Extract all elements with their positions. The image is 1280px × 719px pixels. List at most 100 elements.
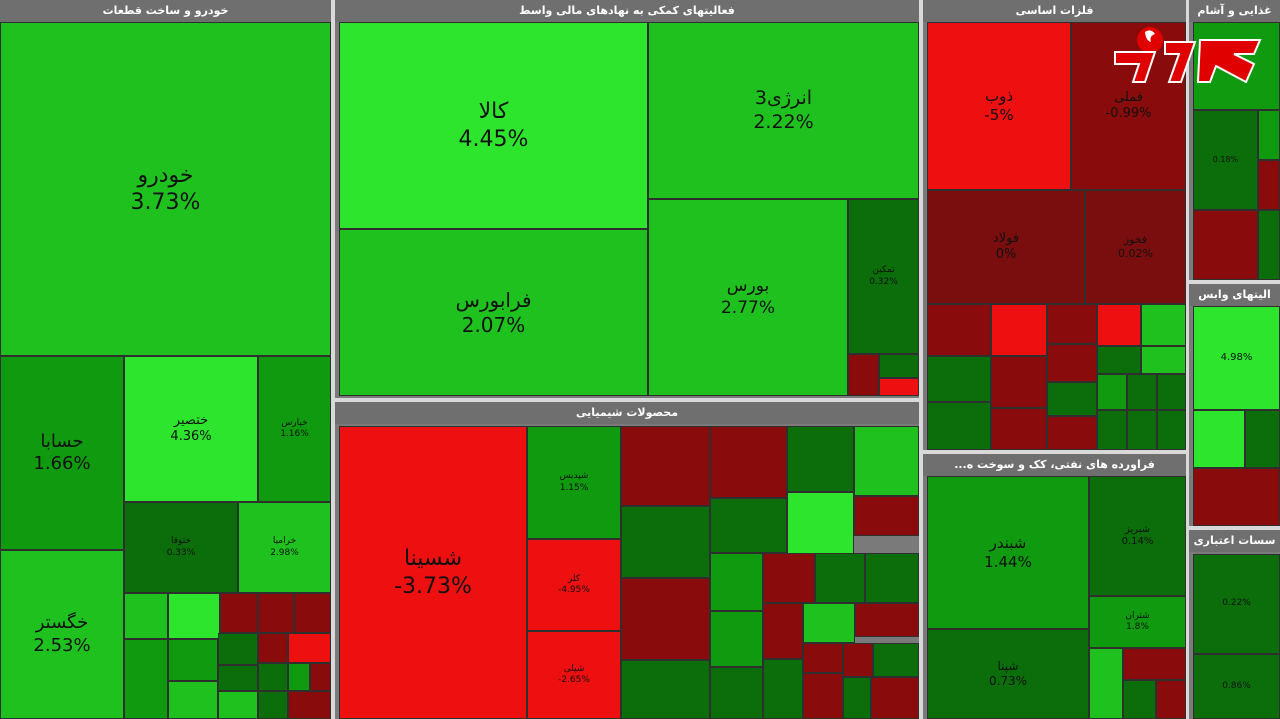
treemap-tile-small[interactable] bbox=[763, 603, 803, 659]
treemap-tile[interactable]: شسینا -3.73% bbox=[339, 426, 527, 719]
treemap-tile-small[interactable] bbox=[1089, 648, 1123, 719]
treemap-tile-small[interactable] bbox=[1047, 304, 1097, 344]
treemap-tile-small[interactable] bbox=[855, 603, 919, 637]
treemap-tile-small[interactable] bbox=[218, 665, 258, 691]
treemap-tile-small[interactable] bbox=[1047, 344, 1097, 382]
treemap-tile-small[interactable] bbox=[621, 506, 710, 578]
treemap-tile[interactable]: فرابورس 2.07% bbox=[339, 229, 648, 396]
treemap-tile[interactable]: فخوز 0.02% bbox=[1085, 190, 1186, 304]
treemap-tile-small[interactable] bbox=[848, 354, 879, 396]
treemap-tile-small[interactable] bbox=[854, 426, 919, 496]
treemap-tile-small[interactable] bbox=[991, 304, 1047, 356]
treemap-tile-small[interactable] bbox=[710, 426, 787, 498]
treemap-tile-small[interactable] bbox=[710, 667, 763, 719]
treemap-tile-small[interactable] bbox=[1258, 110, 1280, 160]
treemap-tile-small[interactable] bbox=[1127, 374, 1157, 410]
treemap-tile[interactable]: شبندر 1.44% bbox=[927, 476, 1089, 629]
treemap-tile[interactable]: ذوب -5% bbox=[927, 22, 1071, 190]
treemap-tile-small[interactable] bbox=[220, 593, 258, 633]
treemap-tile[interactable]: خپارس 1.16% bbox=[258, 356, 331, 502]
treemap-tile[interactable]: تمکین 0.32% bbox=[848, 199, 919, 354]
treemap-tile-small[interactable] bbox=[288, 663, 310, 691]
treemap-tile[interactable]: کلر -4.95% bbox=[527, 539, 621, 631]
treemap-tile[interactable]: 4.98% bbox=[1193, 306, 1280, 410]
treemap-tile[interactable]: شپدیس 1.15% bbox=[527, 426, 621, 539]
treemap-tile-small[interactable] bbox=[258, 663, 288, 691]
treemap-tile-small[interactable] bbox=[871, 677, 919, 719]
treemap-tile[interactable]: 0.22% bbox=[1193, 554, 1280, 654]
treemap-tile[interactable]: فولاد 0% bbox=[927, 190, 1085, 304]
treemap-tile-small[interactable] bbox=[621, 578, 710, 660]
treemap-tile[interactable]: 0.18% bbox=[1193, 110, 1258, 210]
treemap-tile-small[interactable] bbox=[927, 304, 991, 356]
treemap-tile-small[interactable] bbox=[168, 681, 218, 719]
treemap-tile-small[interactable] bbox=[1097, 346, 1141, 374]
treemap-tile-small[interactable] bbox=[803, 673, 843, 719]
treemap-tile-small[interactable] bbox=[710, 553, 763, 611]
treemap-tile-small[interactable] bbox=[1193, 210, 1258, 280]
treemap-tile-small[interactable] bbox=[258, 691, 288, 719]
treemap-tile[interactable]: خرامیا 2.98% bbox=[238, 502, 331, 593]
treemap-tile-small[interactable] bbox=[1156, 680, 1186, 719]
treemap-tile-small[interactable] bbox=[621, 426, 710, 506]
treemap-tile-small[interactable] bbox=[865, 553, 919, 603]
treemap-tile-small[interactable] bbox=[991, 356, 1047, 408]
treemap-tile-small[interactable] bbox=[710, 611, 763, 667]
treemap-tile-small[interactable] bbox=[1123, 648, 1186, 680]
treemap-tile-small[interactable] bbox=[1157, 410, 1186, 450]
treemap-tile[interactable]: شتران 1.8% bbox=[1089, 596, 1186, 648]
treemap-tile-small[interactable] bbox=[710, 498, 787, 553]
treemap-tile[interactable]: شپنا 0.73% bbox=[927, 629, 1089, 719]
treemap-tile[interactable]: ختصير 4.36% bbox=[124, 356, 258, 502]
treemap-tile-small[interactable] bbox=[873, 643, 919, 677]
treemap-tile-small[interactable] bbox=[1193, 468, 1280, 526]
treemap-tile-small[interactable] bbox=[787, 492, 854, 554]
treemap-tile-small[interactable] bbox=[218, 691, 258, 719]
treemap-tile[interactable]: بورس 2.77% bbox=[648, 199, 848, 396]
treemap-tile-small[interactable] bbox=[763, 553, 815, 603]
treemap-tile-small[interactable] bbox=[815, 553, 865, 603]
treemap-tile-small[interactable] bbox=[1047, 382, 1097, 416]
treemap-tile-small[interactable] bbox=[879, 378, 919, 396]
treemap-tile-small[interactable] bbox=[1258, 210, 1280, 280]
treemap-tile-small[interactable] bbox=[803, 643, 843, 673]
treemap-tile[interactable]: انرژی3 2.22% bbox=[648, 22, 919, 199]
treemap-tile-small[interactable] bbox=[258, 593, 294, 633]
treemap-tile-small[interactable] bbox=[787, 426, 854, 492]
treemap-tile[interactable]: کالا 4.45% bbox=[339, 22, 648, 229]
treemap-tile-small[interactable] bbox=[288, 633, 331, 663]
treemap-tile-small[interactable] bbox=[1141, 346, 1186, 374]
treemap-tile-small[interactable] bbox=[1123, 680, 1156, 719]
treemap-tile-small[interactable] bbox=[1157, 374, 1186, 410]
treemap-tile-small[interactable] bbox=[927, 402, 991, 450]
treemap-tile[interactable]: حسابا 1.66% bbox=[0, 356, 124, 550]
treemap-tile[interactable]: خودرو 3.73% bbox=[0, 22, 331, 356]
treemap-tile-small[interactable] bbox=[1097, 410, 1127, 450]
treemap-tile-small[interactable] bbox=[288, 691, 331, 719]
treemap-tile-small[interactable] bbox=[168, 639, 218, 681]
treemap-tile-small[interactable] bbox=[879, 354, 919, 378]
treemap-tile-small[interactable] bbox=[1193, 410, 1245, 468]
treemap-tile-small[interactable] bbox=[168, 593, 220, 639]
treemap-tile[interactable]: شپلی -2.65% bbox=[527, 631, 621, 719]
treemap-tile-small[interactable] bbox=[991, 408, 1047, 450]
treemap-tile-small[interactable] bbox=[843, 677, 871, 719]
treemap-tile-small[interactable] bbox=[1097, 304, 1141, 346]
treemap-tile[interactable]: فملی -0.99% bbox=[1071, 22, 1186, 190]
treemap-tile-small[interactable] bbox=[763, 659, 803, 719]
treemap-tile-small[interactable] bbox=[258, 633, 288, 663]
treemap-tile-small[interactable] bbox=[843, 643, 873, 677]
treemap-tile[interactable]: 0.86% bbox=[1193, 654, 1280, 719]
treemap-tile-small[interactable] bbox=[124, 639, 168, 719]
treemap-tile-small[interactable] bbox=[1047, 416, 1097, 450]
treemap-tile-small[interactable] bbox=[124, 593, 168, 639]
treemap-tile-small[interactable] bbox=[294, 593, 331, 633]
treemap-tile[interactable]: خگستر 2.53% bbox=[0, 550, 124, 719]
treemap-tile-small[interactable] bbox=[310, 663, 331, 691]
treemap-tile-small[interactable] bbox=[1097, 374, 1127, 410]
treemap-tile-small[interactable] bbox=[854, 496, 919, 536]
treemap-tile-small[interactable] bbox=[1245, 410, 1280, 468]
treemap-tile-small[interactable] bbox=[1141, 304, 1186, 346]
treemap-tile[interactable]: ختوقا 0.33% bbox=[124, 502, 238, 593]
treemap-tile-small[interactable] bbox=[218, 633, 258, 665]
